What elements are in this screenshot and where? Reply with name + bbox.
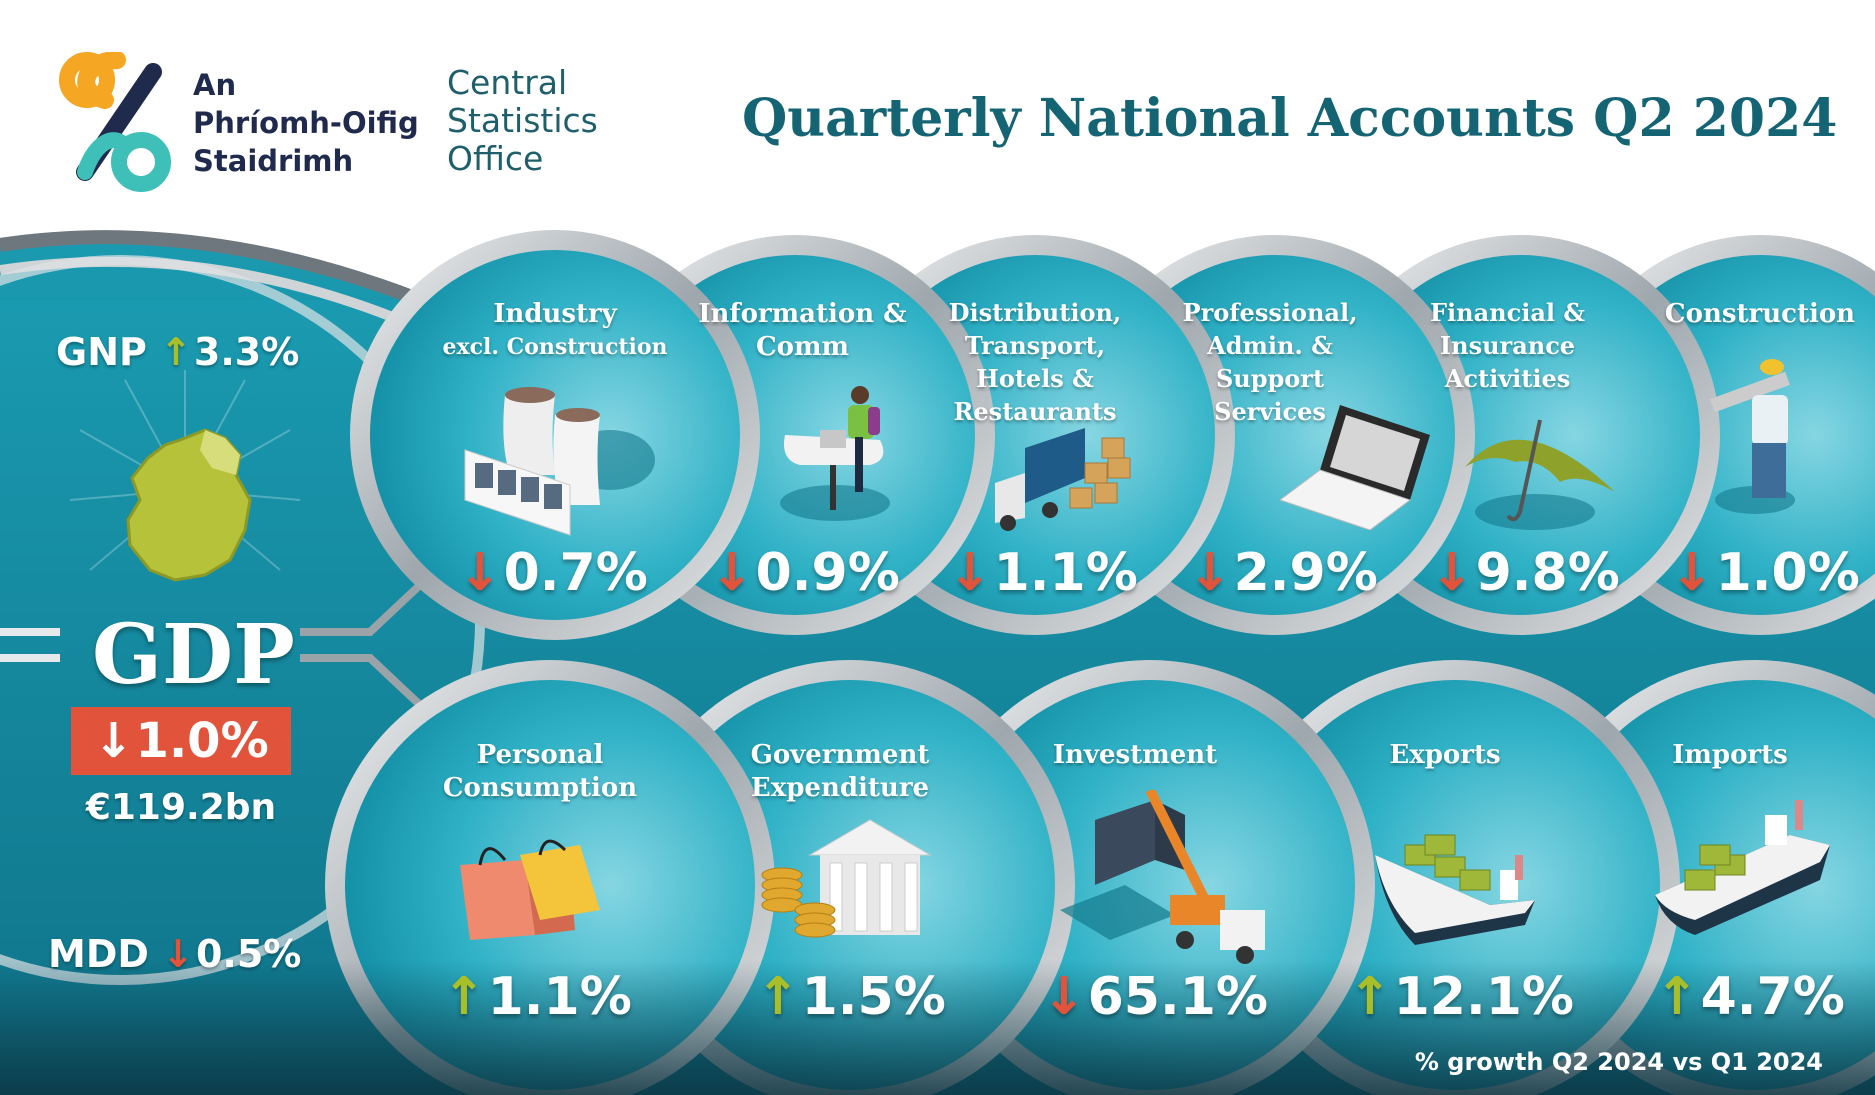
sector-label-information: Information & Comm bbox=[698, 299, 907, 362]
gdp-change: 1.0% bbox=[135, 713, 269, 769]
expenditure-label-exports: Exports bbox=[1389, 740, 1501, 770]
sector-sublabel-text: excl. Construction bbox=[442, 334, 668, 360]
expenditure-value-investment: ↓ 65.1% bbox=[1042, 967, 1268, 1027]
arrow-down-icon: ↓ bbox=[93, 713, 134, 769]
sector-label-construction: Construction bbox=[1664, 299, 1856, 329]
value-text: 1.5% bbox=[801, 967, 946, 1027]
sector-value-distribution: ↓ 1.1% bbox=[948, 543, 1138, 603]
logo-english-line: Statistics bbox=[447, 101, 598, 140]
sector-value-financial: ↓ 9.8% bbox=[1430, 543, 1620, 603]
logo-irish-line: An bbox=[193, 68, 237, 102]
value-text: 1.0% bbox=[1715, 543, 1860, 603]
value-text: 65.1% bbox=[1087, 967, 1268, 1027]
sector-value-information: ↓ 0.9% bbox=[710, 543, 900, 603]
mdd-value: 0.5% bbox=[195, 932, 302, 976]
header: An Phríomh-Oifig Staidrimh Central Stati… bbox=[0, 0, 1875, 225]
arrow-down-icon: ↓ bbox=[710, 543, 754, 603]
sector-label-professional: Professional, Admin. & Support Services bbox=[1182, 298, 1358, 426]
umbrella-icon bbox=[1465, 419, 1615, 530]
mdd-label: MDD bbox=[48, 932, 149, 976]
laptop-icon bbox=[1280, 405, 1430, 530]
gnp-stat: GNP ↑3.3% bbox=[56, 330, 299, 374]
logo-irish-line: Staidrimh bbox=[193, 144, 354, 178]
crane-icon bbox=[1060, 790, 1265, 964]
expenditure-label-consumption: Personal Consumption bbox=[442, 740, 638, 803]
arrow-down-icon: ↓ bbox=[458, 543, 502, 603]
arrow-up-icon: ↑ bbox=[756, 967, 800, 1027]
arrow-down-icon: ↓ bbox=[1188, 543, 1232, 603]
gnp-value: 3.3% bbox=[193, 330, 300, 374]
expenditure-value-government: ↑ 1.5% bbox=[756, 967, 946, 1027]
sector-value-construction: ↓ 1.0% bbox=[1670, 543, 1860, 603]
logo-irish-line: Phríomh-Oifig bbox=[193, 106, 419, 140]
expenditure-label-government: Government Expenditure bbox=[750, 740, 930, 803]
sector-value-professional: ↓ 2.9% bbox=[1188, 543, 1378, 603]
person-at-computer-icon bbox=[780, 386, 890, 521]
government-building-icon bbox=[761, 819, 932, 938]
logo-english-line: Office bbox=[447, 139, 544, 178]
value-text: 4.7% bbox=[1700, 967, 1845, 1027]
cso-logo-icon bbox=[59, 52, 171, 192]
arrow-up-icon: ↑ bbox=[1348, 967, 1392, 1027]
value-text: 1.1% bbox=[487, 967, 632, 1027]
arrow-down-icon: ↓ bbox=[948, 543, 992, 603]
arrow-down-icon: ↓ bbox=[1042, 967, 1086, 1027]
gdp-change-badge: ↓ 1.0% bbox=[71, 707, 291, 775]
logo-irish-text: An Phríomh-Oifig Staidrimh bbox=[193, 66, 419, 180]
ireland-map-icon bbox=[126, 428, 252, 582]
value-text: 2.9% bbox=[1233, 543, 1378, 603]
expenditure-label-investment: Investment bbox=[1052, 740, 1218, 770]
sector-label-financial: Financial & Insurance Activities bbox=[1429, 298, 1586, 393]
value-text: 12.1% bbox=[1393, 967, 1574, 1027]
expenditure-value-exports: ↑ 12.1% bbox=[1348, 967, 1574, 1027]
shopping-bags-icon bbox=[460, 839, 600, 940]
sector-value-industry: ↓ 0.7% bbox=[458, 543, 648, 603]
mdd-stat: MDD ↓0.5% bbox=[48, 932, 301, 976]
cargo-ship-icon bbox=[1655, 800, 1830, 935]
arrow-up-icon: ↑ bbox=[442, 967, 486, 1027]
sector-label-industry: Industry excl. Construction bbox=[435, 298, 675, 364]
delivery-truck-icon bbox=[995, 428, 1131, 531]
value-text: 0.9% bbox=[755, 543, 900, 603]
gdp-amount: €119.2bn bbox=[85, 787, 277, 828]
expenditure-value-consumption: ↑ 1.1% bbox=[442, 967, 632, 1027]
gdp-label: GDP bbox=[92, 607, 295, 703]
construction-worker-icon bbox=[1710, 359, 1795, 514]
expenditure-label-imports: Imports bbox=[1672, 740, 1788, 770]
value-text: 9.8% bbox=[1475, 543, 1620, 603]
sector-label-distribution: Distribution, Transport, Hotels & Restau… bbox=[948, 298, 1122, 426]
arrow-down-icon: ↓ bbox=[1670, 543, 1714, 603]
arrow-up-icon: ↑ bbox=[160, 330, 192, 374]
value-text: 1.1% bbox=[993, 543, 1138, 603]
page-title: Quarterly National Accounts Q2 2024 bbox=[742, 88, 1838, 149]
arrow-down-icon: ↓ bbox=[162, 932, 194, 976]
arrow-up-icon: ↑ bbox=[1655, 967, 1699, 1027]
sector-label-text: Industry bbox=[493, 299, 617, 329]
logo-english-line: Central bbox=[447, 63, 568, 102]
logo-english-text: Central Statistics Office bbox=[447, 64, 598, 178]
footnote: % growth Q2 2024 vs Q1 2024 bbox=[1414, 1048, 1823, 1076]
value-text: 0.7% bbox=[503, 543, 648, 603]
sector-circles bbox=[350, 230, 1875, 640]
expenditure-value-imports: ↑ 4.7% bbox=[1655, 967, 1845, 1027]
factory-icon bbox=[464, 387, 655, 536]
cargo-ship-icon bbox=[1375, 834, 1535, 945]
arrow-down-icon: ↓ bbox=[1430, 543, 1474, 603]
gnp-label: GNP bbox=[56, 330, 147, 374]
